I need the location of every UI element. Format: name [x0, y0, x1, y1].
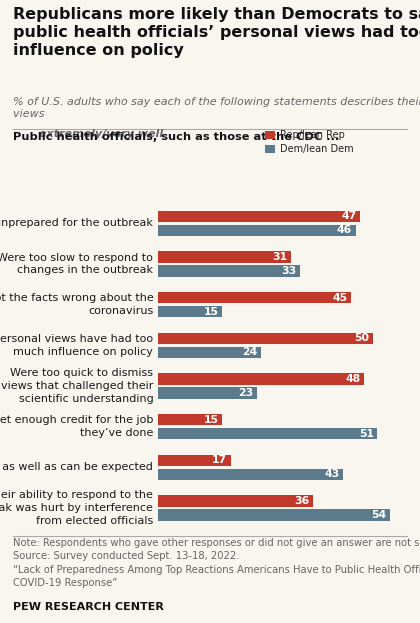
- Text: Their ability to respond to the
outbreak was hurt by interference
from elected o: Their ability to respond to the outbreak…: [0, 490, 153, 526]
- Text: 43: 43: [324, 469, 339, 479]
- Bar: [158, 252, 291, 263]
- Text: 23: 23: [238, 388, 253, 398]
- Bar: [158, 509, 390, 521]
- Text: 15: 15: [204, 415, 219, 425]
- Bar: [158, 292, 352, 303]
- Bar: [158, 388, 257, 399]
- Text: 31: 31: [273, 252, 288, 262]
- Text: 48: 48: [346, 374, 361, 384]
- Bar: [158, 373, 364, 385]
- Text: 45: 45: [333, 293, 348, 303]
- Text: 47: 47: [341, 211, 357, 221]
- Text: Rep/lean Rep: Rep/lean Rep: [280, 130, 345, 140]
- Bar: [158, 346, 261, 358]
- Text: Their personal views have had too
much influence on policy: Their personal views have had too much i…: [0, 334, 153, 357]
- Text: Were too slow to respond to
changes in the outbreak: Were too slow to respond to changes in t…: [0, 253, 153, 275]
- Text: 54: 54: [372, 510, 387, 520]
- Bar: [158, 211, 360, 222]
- Bar: [158, 414, 222, 426]
- Text: extremely/very well: extremely/very well: [39, 129, 163, 139]
- Text: Don’t get enough credit for the job
they’ve done: Don’t get enough credit for the job they…: [0, 416, 153, 438]
- Text: 46: 46: [337, 226, 352, 235]
- Text: Were unprepared for the outbreak: Were unprepared for the outbreak: [0, 219, 153, 229]
- Text: Republicans more likely than Democrats to say that
public health officials’ pers: Republicans more likely than Democrats t…: [13, 7, 420, 59]
- Text: 50: 50: [354, 333, 370, 343]
- Text: 33: 33: [281, 266, 296, 276]
- Text: 51: 51: [359, 429, 374, 439]
- Text: Note: Respondents who gave other responses or did not give an answer are not sho: Note: Respondents who gave other respons…: [13, 538, 420, 588]
- Text: Dem/lean Dem: Dem/lean Dem: [280, 144, 354, 154]
- Text: Got the facts wrong about the
coronavirus: Got the facts wrong about the coronaviru…: [0, 293, 153, 316]
- Bar: [158, 333, 373, 344]
- Text: 15: 15: [204, 307, 219, 316]
- Bar: [158, 306, 222, 317]
- Text: PEW RESEARCH CENTER: PEW RESEARCH CENTER: [13, 602, 163, 612]
- Bar: [158, 428, 377, 439]
- Bar: [158, 468, 343, 480]
- Bar: [158, 265, 300, 277]
- Text: Were too quick to dismiss
views that challenged their
scientific understanding: Were too quick to dismiss views that cha…: [1, 368, 153, 404]
- Text: 24: 24: [242, 347, 257, 357]
- Bar: [158, 225, 356, 236]
- Text: 36: 36: [294, 496, 309, 506]
- Text: 17: 17: [212, 455, 227, 465]
- Bar: [158, 495, 312, 506]
- Text: % of U.S. adults who say each of the following statements describes their
views: % of U.S. adults who say each of the fol…: [13, 97, 420, 120]
- Text: Did as well as can be expected: Did as well as can be expected: [0, 462, 153, 472]
- Bar: [158, 455, 231, 466]
- Text: Public health officials, such as those at the CDC ...: Public health officials, such as those a…: [13, 132, 339, 142]
